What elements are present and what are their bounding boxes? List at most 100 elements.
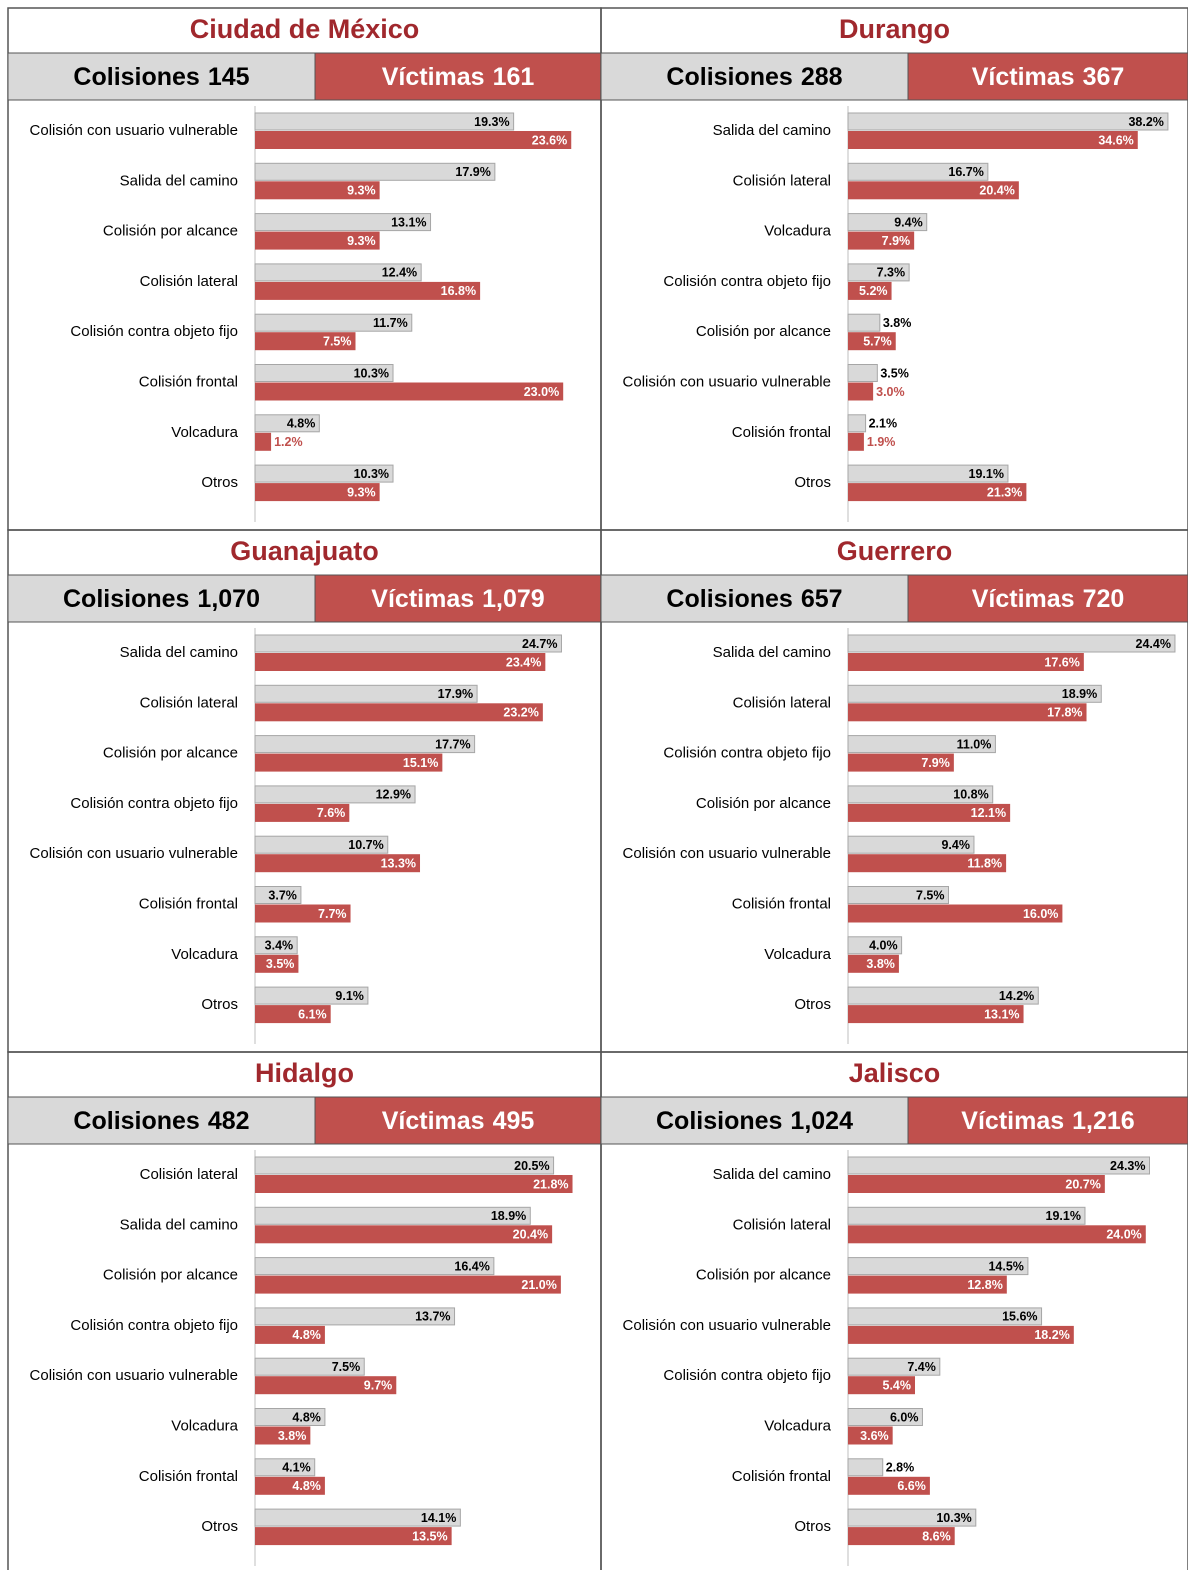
data-label: 13.7% xyxy=(415,1310,450,1324)
series-name: Víctimas xyxy=(961,1107,1064,1135)
data-label: 11.0% xyxy=(957,737,992,751)
data-label: 7.9% xyxy=(921,756,950,770)
data-label: 17.9% xyxy=(438,687,473,701)
bar xyxy=(255,131,572,149)
data-label: 6.0% xyxy=(890,1410,919,1424)
bar xyxy=(255,1225,553,1244)
series-total: 657 xyxy=(801,585,843,613)
category-label: Otros xyxy=(201,1518,238,1535)
header-box xyxy=(7,574,316,623)
series-name: Colisiones xyxy=(63,585,189,613)
data-label: 14.1% xyxy=(421,1511,456,1525)
bar xyxy=(255,231,380,250)
category-label: Colisión lateral xyxy=(140,273,238,290)
data-label: 13.3% xyxy=(381,856,416,870)
bar xyxy=(255,281,481,300)
panel: Ciudad de México Colisiones 145 Víctimas 161… xyxy=(7,7,602,531)
bar xyxy=(847,1257,1029,1276)
header-box xyxy=(600,574,909,623)
header-box xyxy=(7,1096,316,1145)
data-label: 16.7% xyxy=(948,165,983,179)
data-label: 7.5% xyxy=(332,1360,361,1374)
data-label: 14.5% xyxy=(988,1259,1023,1273)
bar xyxy=(848,181,1019,200)
bar xyxy=(254,785,416,804)
series-name: Colisiones xyxy=(666,63,792,91)
data-label: 3.8% xyxy=(866,957,895,971)
data-label: 18.9% xyxy=(1062,687,1097,701)
bar xyxy=(847,263,910,282)
data-label: 19.1% xyxy=(1046,1209,1081,1223)
panel: Guerrero Colisiones 657 Víctimas 720 Salida d… xyxy=(600,529,1188,1053)
header-text: Víctimas 367 xyxy=(972,63,1125,91)
data-label: 24.7% xyxy=(522,637,557,651)
bar xyxy=(848,131,1138,149)
category-label: Colisión lateral xyxy=(733,172,831,189)
category-label: Colisión por alcance xyxy=(103,223,238,240)
bar xyxy=(255,653,546,671)
category-label: Volcadura xyxy=(764,946,831,963)
data-label: 15.1% xyxy=(403,756,438,770)
data-label: 7.4% xyxy=(907,1360,936,1374)
data-label: 10.7% xyxy=(348,838,383,852)
series-name: Colisiones xyxy=(73,1107,199,1135)
category-label: Colisión por alcance xyxy=(696,1267,831,1284)
series-name: Colisiones xyxy=(656,1107,782,1135)
bar xyxy=(254,1508,461,1527)
series-total: 161 xyxy=(493,63,535,91)
bar xyxy=(254,634,562,653)
data-label: 3.7% xyxy=(268,888,297,902)
bar xyxy=(847,634,1176,653)
bar xyxy=(847,684,1102,703)
bar xyxy=(848,1225,1146,1244)
bar xyxy=(254,735,476,754)
category-label: Colisión contra objeto fijo xyxy=(663,745,831,762)
bar xyxy=(847,886,949,904)
data-label: 2.1% xyxy=(869,417,898,431)
data-label: 3.8% xyxy=(883,316,912,330)
bar xyxy=(255,1527,452,1546)
data-label: 5.4% xyxy=(883,1378,912,1392)
series-total: 482 xyxy=(208,1107,250,1135)
data-label: 13.5% xyxy=(412,1529,447,1543)
bar xyxy=(848,1376,915,1395)
data-label: 38.2% xyxy=(1128,115,1163,129)
data-label: 20.5% xyxy=(514,1159,549,1173)
bar xyxy=(848,904,1063,923)
bar xyxy=(847,1357,941,1376)
data-label: 10.8% xyxy=(953,788,988,802)
header-box xyxy=(314,52,602,101)
data-label: 1.2% xyxy=(274,435,303,449)
bar xyxy=(255,753,443,772)
bar xyxy=(848,483,1027,502)
series-total: 1,216 xyxy=(1072,1107,1135,1135)
series-name: Víctimas xyxy=(382,63,485,91)
data-label: 3.0% xyxy=(876,385,905,399)
series-name: Víctimas xyxy=(371,585,474,613)
category-label: Salida del camino xyxy=(120,172,238,189)
category-label: Colisión por alcance xyxy=(696,795,831,812)
bar xyxy=(847,162,989,181)
category-label: Otros xyxy=(201,996,238,1013)
series-total: 720 xyxy=(1083,585,1125,613)
category-label: Colisión frontal xyxy=(732,1468,831,1485)
data-label: 16.8% xyxy=(441,284,476,298)
category-label: Colisión con usuario vulnerable xyxy=(30,122,238,139)
bar xyxy=(255,1275,561,1294)
bar xyxy=(848,1005,1024,1024)
panel: Durango Colisiones 288 Víctimas 367 Salida de… xyxy=(600,7,1188,531)
header-box xyxy=(907,1096,1188,1145)
bar xyxy=(848,1426,893,1445)
panel-title: Guanajuato xyxy=(230,536,379,566)
category-label: Volcadura xyxy=(764,1417,831,1434)
bar xyxy=(254,936,298,955)
data-label: 9.4% xyxy=(894,215,923,229)
category-label: Colisión frontal xyxy=(732,424,831,441)
bar xyxy=(255,1325,325,1344)
panel-title: Guerrero xyxy=(837,536,953,566)
category-label: Salida del camino xyxy=(713,122,831,139)
bar xyxy=(848,1476,930,1495)
data-label: 8.6% xyxy=(922,1529,951,1543)
bar xyxy=(254,464,394,483)
